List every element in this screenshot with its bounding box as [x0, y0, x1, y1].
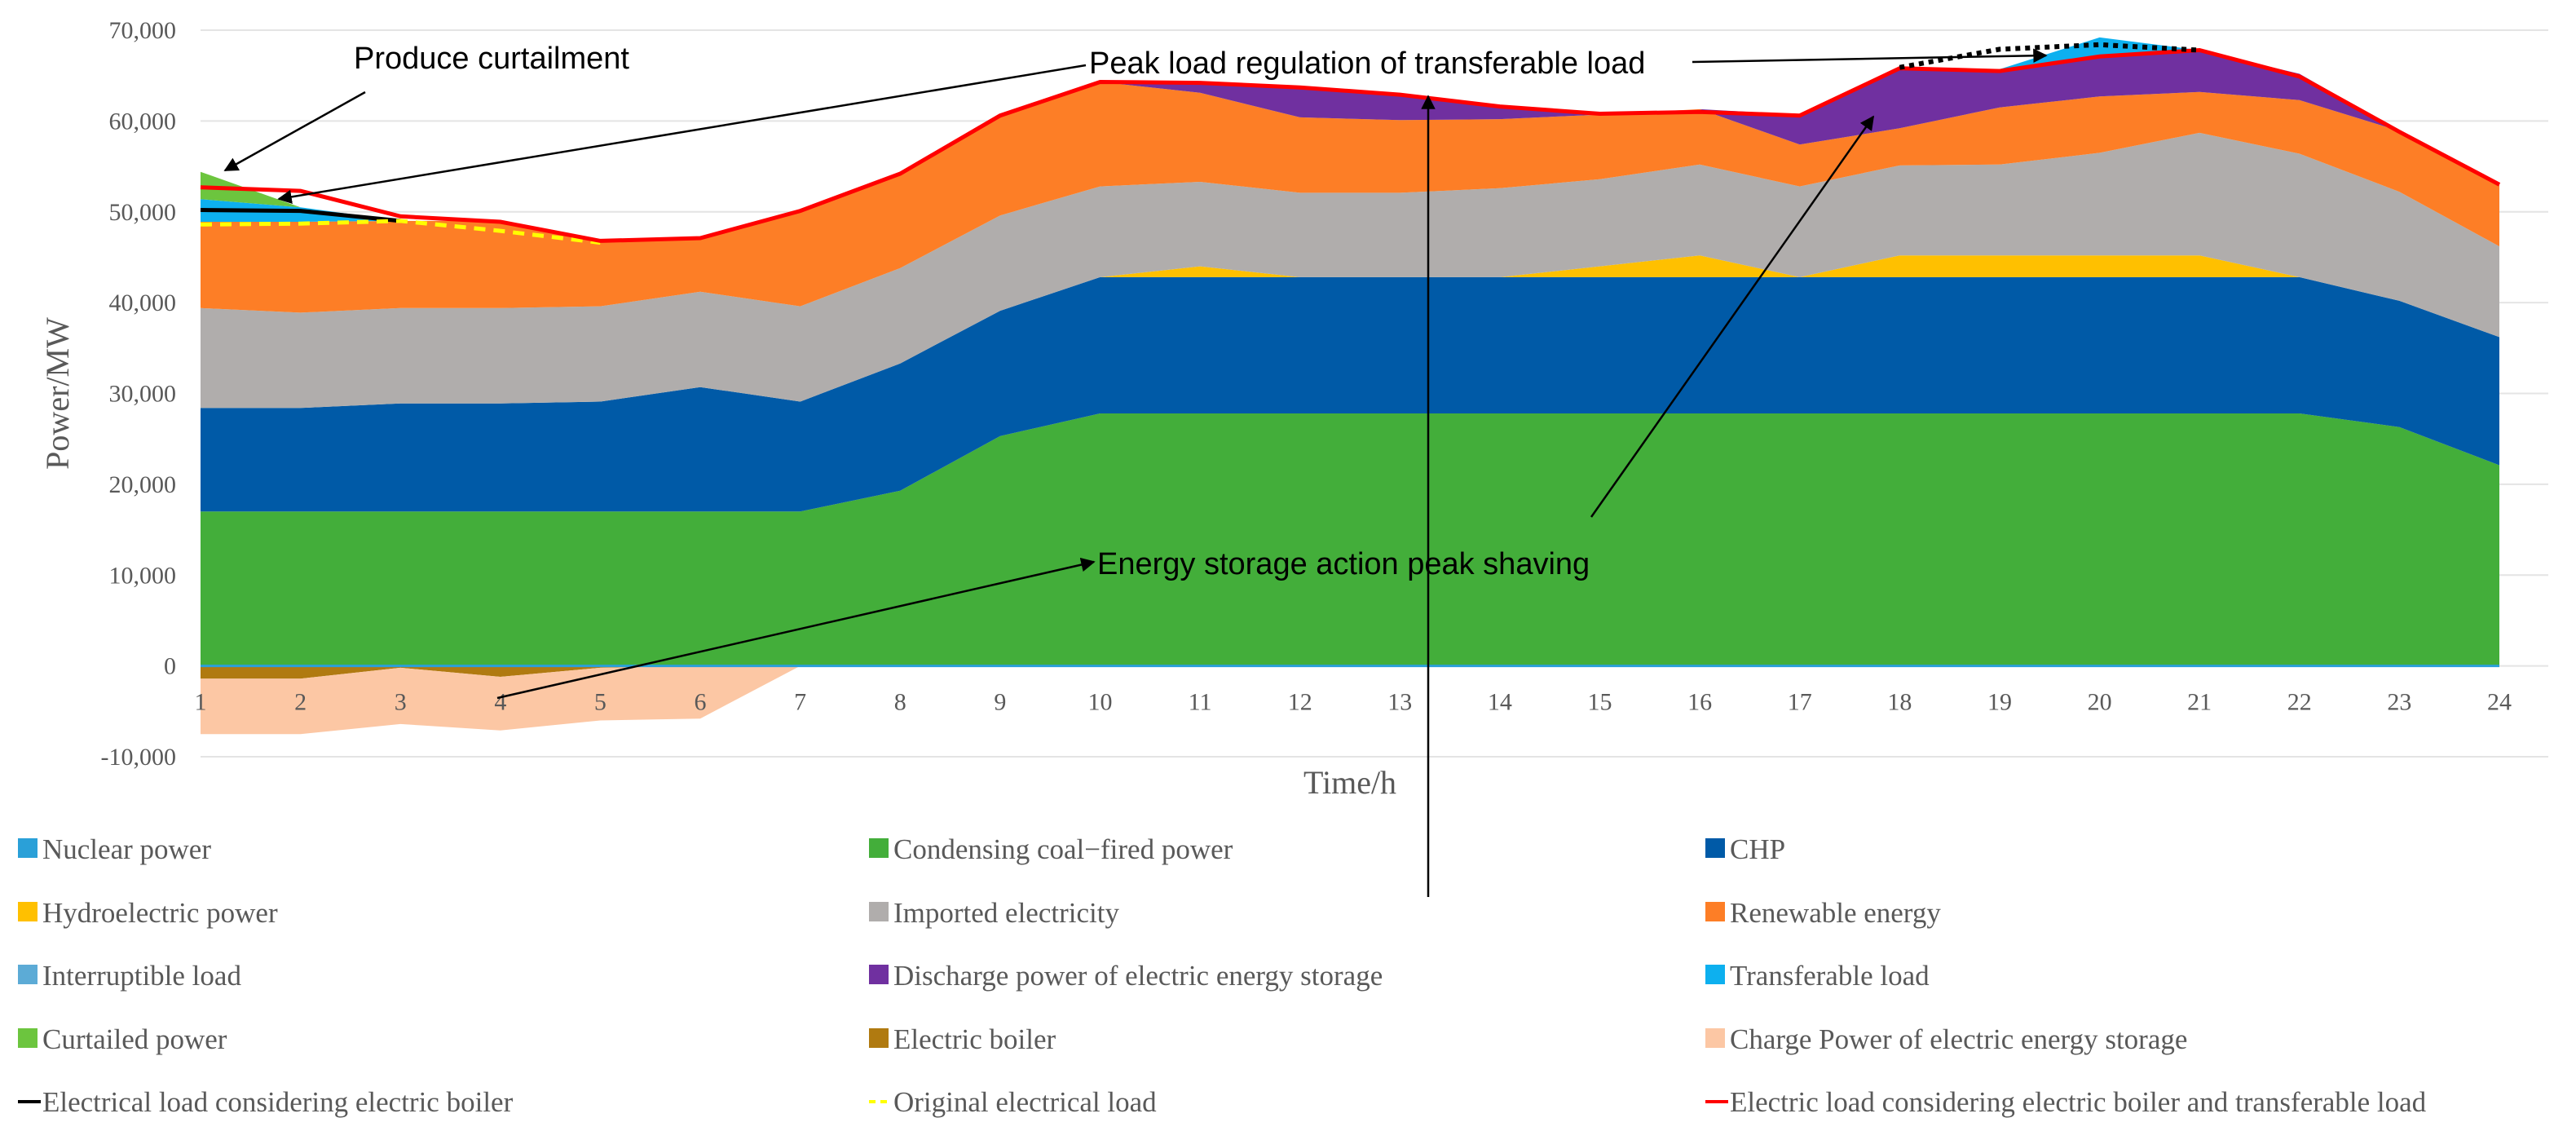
x-tick-label: 5	[594, 689, 607, 716]
legend-label: Interruptible load	[42, 960, 241, 992]
x-tick-label: 16	[1687, 689, 1712, 716]
legend-label: Imported electricity	[893, 897, 1119, 929]
axes: -10,000 0 10,000 20,000 30,000 40,000 50,000 60…	[39, 17, 2512, 801]
legend-swatch	[869, 1028, 889, 1048]
legend-label: Renewable energy	[1730, 897, 1941, 929]
line-pre-transfer-load	[1899, 42, 2200, 70]
line-series	[200, 42, 2501, 245]
x-tick-label: 18	[1887, 689, 1912, 716]
legend-swatch	[18, 965, 37, 984]
legend-label: Original electrical load	[893, 1086, 1157, 1118]
x-tick-label: 14	[1488, 689, 1512, 716]
y-tick-label: 40,000	[109, 289, 177, 316]
legend-label: Discharge power of electric energy stora…	[893, 960, 1383, 992]
legend-swatch	[1705, 902, 1725, 921]
annotation-arrow	[1590, 115, 1875, 518]
legend-swatch	[869, 965, 889, 984]
legend-label: Electric load considering electric boile…	[1730, 1086, 2427, 1118]
legend-label: CHP	[1730, 833, 1785, 865]
annotation-arrow	[277, 64, 1087, 205]
area-charge-power-of-electric-energy-storage	[201, 665, 2499, 735]
x-tick-label: 1	[195, 689, 207, 716]
x-tick-label: 24	[2487, 689, 2512, 716]
y-tick-label: 0	[164, 653, 176, 680]
x-axis-title: Time/h	[1303, 764, 1396, 801]
annotations: Produce curtailment Peak load regulation …	[223, 42, 2048, 897]
annotation-arrow	[496, 557, 1096, 700]
legend-label: Electric boiler	[893, 1023, 1056, 1055]
annotation-peak-load-regulation: Peak load regulation of transferable loa…	[1089, 46, 1645, 81]
legend-swatch	[18, 902, 37, 921]
annotation-produce-curtailment: Produce curtailment	[354, 42, 629, 76]
legend-swatch	[18, 1028, 37, 1048]
area-imported-electricity	[201, 132, 2499, 409]
legend-label: Nuclear power	[42, 833, 211, 865]
y-axis-title: Power/MW	[39, 317, 76, 470]
legend-label: Curtailed power	[42, 1023, 227, 1055]
x-tick-label: 20	[2088, 689, 2112, 716]
x-tick-label: 7	[794, 689, 806, 716]
annotation-arrow	[223, 91, 366, 172]
legend-swatch	[1705, 1028, 1725, 1048]
x-tick-label: 3	[395, 689, 407, 716]
line-original-electrical-load	[200, 219, 601, 245]
x-tick-label: 21	[2187, 689, 2212, 716]
area-chp	[201, 276, 2499, 512]
x-tick-label: 15	[1588, 689, 1612, 716]
x-tick-label: 8	[894, 689, 906, 716]
x-tick-label: 17	[1788, 689, 1812, 716]
line-electrical-load-considering-electric-boiler	[200, 208, 401, 223]
x-tick-label: 4	[494, 689, 506, 716]
x-tick-label: 6	[695, 689, 707, 716]
legend-label: Hydroelectric power	[42, 897, 278, 929]
area-renewable-energy	[201, 82, 2499, 313]
y-tick-label: 60,000	[109, 108, 177, 135]
y-tick-label: 20,000	[109, 471, 177, 498]
y-tick-label: 50,000	[109, 199, 177, 226]
x-tick-label: 2	[294, 689, 307, 716]
x-tick-label: 22	[2287, 689, 2312, 716]
y-tick-label: 30,000	[109, 381, 177, 408]
x-tick-label: 12	[1288, 689, 1312, 716]
legend-swatch	[18, 838, 37, 858]
x-tick-label: 23	[2387, 689, 2411, 716]
legend-label: Charge Power of electric energy storage	[1730, 1023, 2187, 1055]
legend-swatch	[869, 838, 889, 858]
area-condensing-coal-fired-power	[201, 413, 2499, 665]
legend-label: Transferable load	[1730, 960, 1930, 992]
x-tick-label: 13	[1387, 689, 1412, 716]
legend-swatch	[1705, 838, 1725, 858]
legend-swatch	[869, 902, 889, 921]
line-electric-load-considering-electric-boiler-and-transferable-load	[200, 47, 2501, 243]
legend: Nuclear power Condensing coal−fired power…	[18, 833, 2427, 1118]
x-tick-label: 9	[994, 689, 1006, 716]
y-tick-label: 10,000	[109, 562, 177, 589]
x-tick-label: 10	[1087, 689, 1112, 716]
annotation-arrow	[1692, 48, 2048, 64]
area-series	[201, 37, 2499, 735]
area-hydroelectric-power	[201, 255, 2499, 409]
y-tick-label: -10,000	[101, 744, 177, 771]
legend-label: Electrical load considering electric boi…	[42, 1086, 514, 1118]
x-tick-label: 11	[1189, 689, 1212, 716]
area-electric-boiler	[201, 665, 2499, 679]
legend-swatch	[1705, 965, 1725, 984]
annotation-energy-storage-peak-shaving: Energy storage action peak shaving	[1097, 547, 1590, 581]
x-tick-label: 19	[1987, 689, 2012, 716]
area-discharge-power-of-electric-energy-storage	[201, 50, 2499, 243]
legend-label: Condensing coal−fired power	[893, 833, 1233, 865]
y-tick-label: 70,000	[109, 17, 177, 44]
